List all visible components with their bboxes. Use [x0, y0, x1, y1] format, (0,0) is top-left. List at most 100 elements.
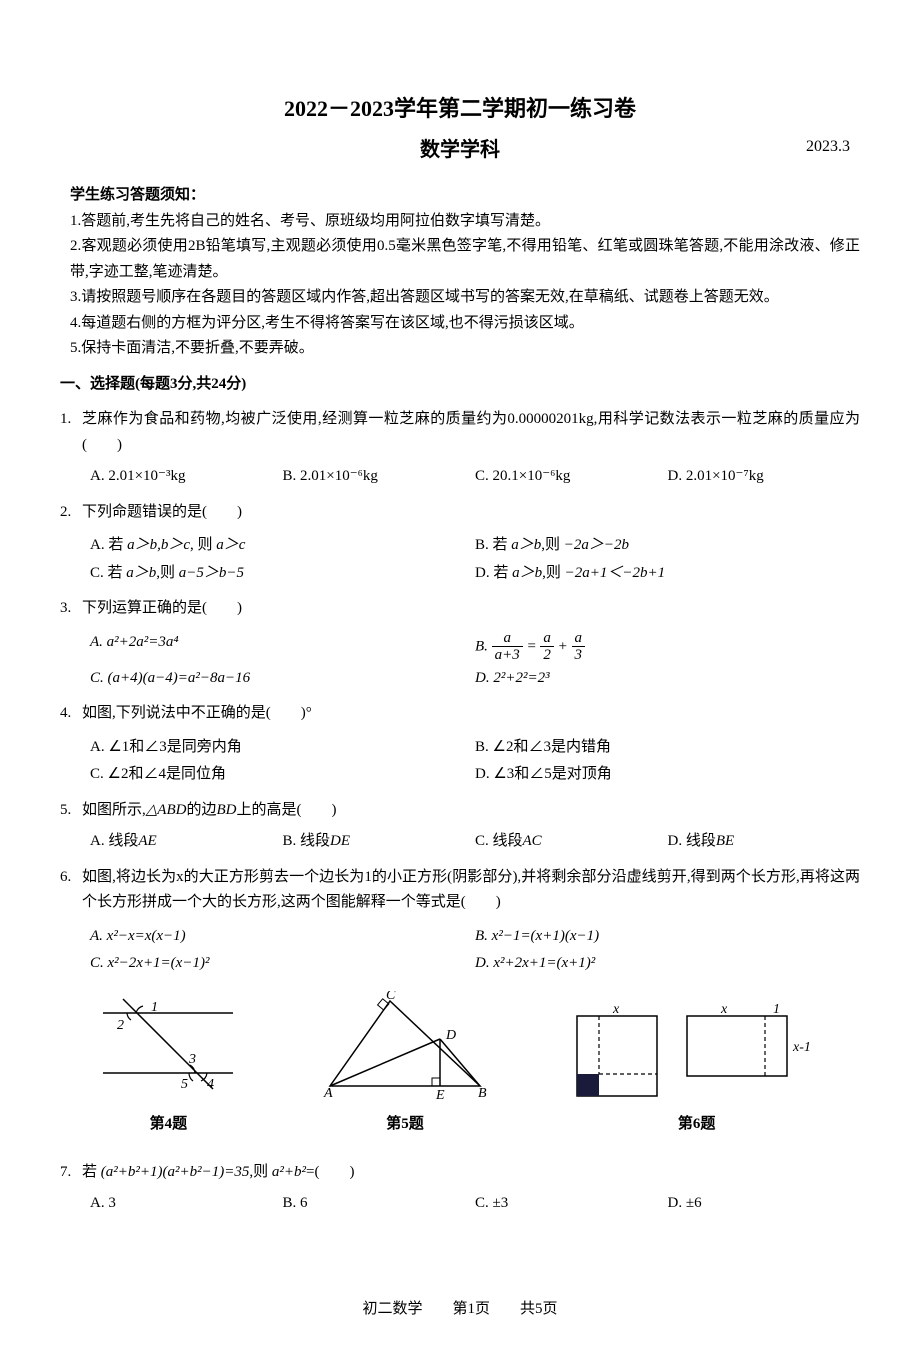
- q5-stem: 如图所示,△ABD的边BD上的高是( ): [82, 798, 860, 824]
- q3-number: 3.: [60, 596, 82, 622]
- fig-label-a: A: [323, 1086, 333, 1101]
- q4-opt-c: C. ∠2和∠4是同位角: [90, 762, 475, 788]
- stem-text: 的边: [186, 802, 216, 818]
- notice-item: 5.保持卡面清洁,不要折叠,不要弄破。: [60, 336, 860, 362]
- opt-label: A. 若: [90, 537, 127, 553]
- subtitle-row: 数学学科 2023.3: [60, 133, 860, 167]
- q2-number: 2.: [60, 500, 82, 526]
- fig-label-2: 2: [117, 1018, 124, 1033]
- q7-opt-b: B. 6: [283, 1191, 476, 1217]
- question-5: 5. 如图所示,△ABD的边BD上的高是( ) A. 线段AE B. 线段DE …: [60, 798, 860, 855]
- frac-den: 3: [572, 647, 586, 664]
- fig6-svg: x x 1 x-1: [567, 1001, 827, 1101]
- opt-label: B. 线段: [283, 833, 331, 849]
- opt-label: A. 线段: [90, 833, 138, 849]
- notice-heading: 学生练习答题须知：: [60, 183, 860, 209]
- q4-opt-b: B. ∠2和∠3是内错角: [475, 735, 860, 761]
- q4-number: 4.: [60, 701, 82, 727]
- math-expr: AC: [523, 833, 542, 849]
- notice-item: 2.客观题必须使用2B铅笔填写,主观题必须使用0.5毫米黑色签字笔,不得用铅笔、…: [60, 234, 860, 285]
- q5-opt-c: C. 线段AC: [475, 829, 668, 855]
- stem-text: 如图所示,: [82, 802, 146, 818]
- notice-item: 4.每道题右侧的方框为评分区,考生不得将答案写在该区域,也不得污损该区域。: [60, 311, 860, 337]
- fig-label-5: 5: [181, 1077, 188, 1092]
- figure-5: A B C D E 第5题: [310, 991, 500, 1138]
- figure-6: x x 1 x-1 第6题: [567, 1001, 827, 1138]
- question-3: 3. 下列运算正确的是( ) A. a²+2a²=3a⁴ B. aa+3 = a…: [60, 596, 860, 691]
- q1-number: 1.: [60, 407, 82, 458]
- frac-num: a: [492, 630, 523, 648]
- fig-label-1: 1: [773, 1002, 780, 1017]
- q6-opt-d: D. x²+2x+1=(x+1)²: [475, 951, 860, 977]
- math-expr: a−5＞b−5: [179, 565, 244, 581]
- q3-stem: 下列运算正确的是( ): [82, 596, 860, 622]
- exam-title: 2022－2023学年第二学期初一练习卷: [60, 90, 860, 127]
- q4-opt-a: A. ∠1和∠3是同旁内角: [90, 735, 475, 761]
- opt-text: ,则: [156, 565, 179, 581]
- fig-label-4: 4: [207, 1077, 214, 1092]
- math-expr: a＞b: [126, 565, 156, 581]
- stem-text: 若: [82, 1164, 101, 1180]
- fig-label-c: C: [386, 991, 396, 1003]
- fig-label-e: E: [435, 1088, 445, 1101]
- q6-number: 6.: [60, 865, 82, 916]
- q6-opt-a: A. x²−x=x(x−1): [90, 924, 475, 950]
- math-op: =: [527, 638, 541, 654]
- opt-label: B.: [475, 638, 492, 654]
- frac-den: 2: [540, 647, 554, 664]
- q2-opt-b: B. 若 a＞b,则 −2a＞−2b: [475, 533, 860, 559]
- fig-label-xm1: x-1: [792, 1040, 811, 1055]
- q4-opt-d: D. ∠3和∠5是对顶角: [475, 762, 860, 788]
- q2-opt-d: D. 若 a＞b,则 −2a+1＜−2b+1: [475, 561, 860, 587]
- stem-text: 上的高是( ): [236, 802, 336, 818]
- fig-label-b: B: [478, 1086, 487, 1101]
- fig-label-x1: x: [612, 1002, 620, 1017]
- frac-num: a: [540, 630, 554, 648]
- math-expr: −2a＞−2b: [564, 537, 629, 553]
- fig-label-d: D: [445, 1028, 456, 1043]
- math-expr: a＞b: [511, 537, 541, 553]
- q2-stem: 下列命题错误的是( ): [82, 500, 860, 526]
- q3-opt-d: D. 2²+2²=2³: [475, 666, 860, 692]
- q1-opt-b: B. 2.01×10⁻⁶kg: [283, 464, 476, 490]
- q3-opt-c: C. (a+4)(a−4)=a²−8a−16: [90, 666, 475, 692]
- notice-item: 1.答题前,考生先将自己的姓名、考号、原班级均用阿拉伯数字填写清楚。: [60, 209, 860, 235]
- opt-label: C. 若: [90, 565, 126, 581]
- opt-label: B. 若: [475, 537, 511, 553]
- fig5-caption: 第5题: [310, 1112, 500, 1138]
- q5-opt-a: A. 线段AE: [90, 829, 283, 855]
- q3-opt-b: B. aa+3 = a2 + a3: [475, 630, 860, 664]
- q5-number: 5.: [60, 798, 82, 824]
- q2-opt-c: C. 若 a＞b,则 a−5＞b−5: [90, 561, 475, 587]
- math-expr: DE: [330, 833, 350, 849]
- q1-opt-c: C. 20.1×10⁻⁶kg: [475, 464, 668, 490]
- q7-stem: 若 (a²+b²+1)(a²+b²−1)=35,则 a²+b²=( ): [82, 1160, 860, 1186]
- opt-text: , 则: [190, 537, 216, 553]
- opt-label: D. 若: [475, 565, 512, 581]
- section-heading: 一、选择题(每题3分,共24分): [60, 372, 860, 398]
- q6-stem: 如图,将边长为x的大正方形剪去一个边长为1的小正方形(阴影部分),并将剩余部分沿…: [82, 865, 860, 916]
- frac-num: a: [572, 630, 586, 648]
- q5-opt-d: D. 线段BE: [668, 829, 861, 855]
- math-expr: a＞c: [216, 537, 245, 553]
- math-expr: a²+b²: [272, 1164, 306, 1180]
- question-1: 1. 芝麻作为食品和药物,均被广泛使用,经测算一粒芝麻的质量约为0.000002…: [60, 407, 860, 490]
- stem-text: =( ): [306, 1164, 354, 1180]
- page-footer: 初二数学 第1页 共5页: [60, 1297, 860, 1323]
- opt-label: D. 线段: [668, 833, 716, 849]
- q1-stem: 芝麻作为食品和药物,均被广泛使用,经测算一粒芝麻的质量约为0.00000201k…: [82, 407, 860, 458]
- q1-opt-a: A. 2.01×10⁻³kg: [90, 464, 283, 490]
- math-expr: △ABD: [146, 802, 187, 818]
- question-2: 2. 下列命题错误的是( ) A. 若 a＞b,b＞c, 则 a＞c B. 若 …: [60, 500, 860, 587]
- question-7: 7. 若 (a²+b²+1)(a²+b²−1)=35,则 a²+b²=( ) A…: [60, 1160, 860, 1217]
- math-expr: AE: [138, 833, 156, 849]
- math-expr: a＞b: [512, 565, 542, 581]
- q1-opt-d: D. 2.01×10⁻⁷kg: [668, 464, 861, 490]
- math-op: +: [558, 638, 572, 654]
- fig6-caption: 第6题: [567, 1112, 827, 1138]
- exam-subject: 数学学科: [420, 133, 500, 167]
- fig-label-x2: x: [720, 1002, 728, 1017]
- math-expr: a＞b,b＞c: [127, 537, 190, 553]
- opt-text: ,则: [541, 537, 564, 553]
- q7-opt-c: C. ±3: [475, 1191, 668, 1217]
